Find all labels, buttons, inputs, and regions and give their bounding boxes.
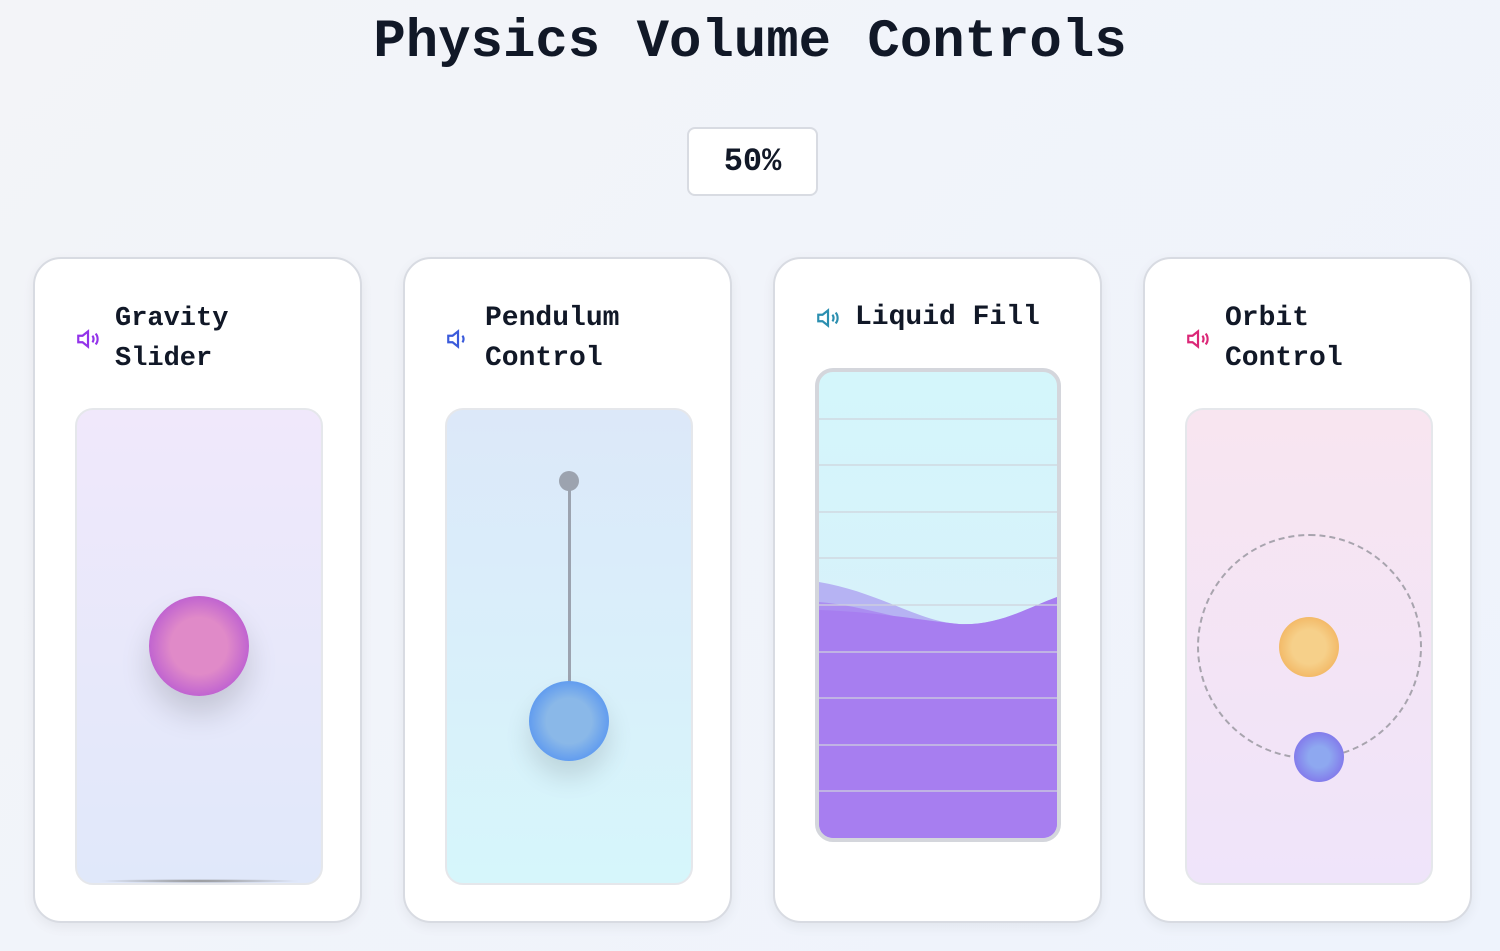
- liquid-fill-card: Liquid Fill: [773, 257, 1102, 923]
- card-title-line1: Orbit: [1225, 303, 1310, 334]
- gravity-slider-card: Gravity Slider: [33, 257, 362, 923]
- speaker-icon: [447, 329, 465, 349]
- pendulum-bob-handle[interactable]: [529, 681, 609, 761]
- speaker-icon: [817, 308, 839, 328]
- card-title-line2: Slider: [115, 344, 213, 374]
- card-title-line2: Control: [485, 343, 603, 374]
- speaker-icon: [1187, 329, 1209, 349]
- pendulum-area[interactable]: [445, 408, 693, 885]
- orbit-planet-handle[interactable]: [1294, 732, 1344, 782]
- orbit-area[interactable]: [1185, 408, 1433, 885]
- page-title: Physics Volume Controls: [373, 12, 1127, 73]
- liquid-container[interactable]: [815, 368, 1061, 842]
- floor-shadow: [97, 879, 301, 883]
- gravity-ball-handle[interactable]: [149, 596, 249, 696]
- orbit-control-card: Orbit Control: [1143, 257, 1472, 923]
- volume-percent-display: 50%: [687, 127, 818, 196]
- card-title-line2: Control: [1225, 343, 1343, 374]
- speaker-icon: [77, 329, 99, 349]
- liquid-wave: [819, 418, 1057, 838]
- card-title-line1: Pendulum: [485, 303, 620, 334]
- pendulum-rod: [568, 481, 571, 691]
- card-title-line1: Gravity: [115, 304, 229, 334]
- pendulum-control-card: Pendulum Control: [403, 257, 732, 923]
- gravity-slider-track[interactable]: [75, 408, 323, 885]
- card-title: Liquid Fill: [855, 302, 1040, 333]
- sun-center: [1279, 617, 1339, 677]
